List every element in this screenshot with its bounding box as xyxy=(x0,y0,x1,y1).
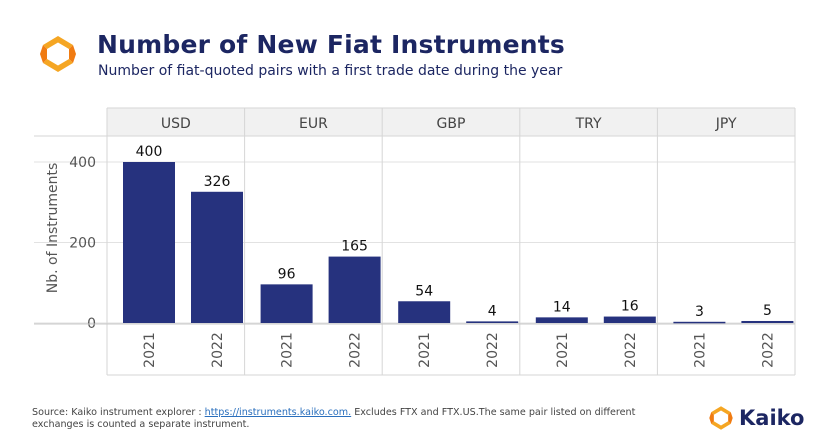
y-tick-label: 200 xyxy=(69,236,96,252)
x-tick-label: 2022 xyxy=(348,332,364,368)
facet-label: JPY xyxy=(715,116,737,132)
bar xyxy=(191,191,243,323)
x-tick-label: 2021 xyxy=(142,332,158,368)
x-tick-label: 2021 xyxy=(555,332,571,368)
data-label: 54 xyxy=(415,283,433,299)
y-axis-title: Nb. of Instruments xyxy=(45,163,61,294)
brand-logo: Kaiko xyxy=(708,403,804,433)
x-tick-label: 2021 xyxy=(692,332,708,368)
facet-header-band xyxy=(107,108,795,136)
facet-label: USD xyxy=(161,116,191,132)
x-tick-label: 2021 xyxy=(280,332,296,368)
x-tick-label: 2022 xyxy=(760,332,776,368)
data-label: 14 xyxy=(553,299,571,315)
facet-label: EUR xyxy=(299,116,328,132)
brand-name: Kaiko xyxy=(739,406,805,430)
bar xyxy=(603,316,656,323)
bar xyxy=(398,301,451,323)
x-tick-label: 2022 xyxy=(485,332,501,368)
bar xyxy=(535,317,588,323)
source-note: Source: Kaiko instrument explorer : http… xyxy=(32,407,672,431)
data-label: 16 xyxy=(621,299,639,315)
source-suffix: Excludes FTX and FTX.US.The same pair li… xyxy=(32,407,636,430)
bar xyxy=(123,162,175,323)
x-tick-label: 2021 xyxy=(417,332,433,368)
data-label: 326 xyxy=(204,174,231,190)
chart-subtitle: Number of fiat-quoted pairs with a first… xyxy=(98,63,563,79)
data-label: 165 xyxy=(341,239,368,255)
facet-label: TRY xyxy=(575,116,602,132)
bar xyxy=(466,321,519,323)
bar xyxy=(673,321,726,324)
bar xyxy=(741,320,794,323)
data-label: 4 xyxy=(488,303,497,319)
chart-title: Number of New Fiat Instruments xyxy=(97,30,565,59)
x-tick-label: 2022 xyxy=(210,332,226,368)
source-link[interactable]: https://instruments.kaiko.com. xyxy=(204,407,352,418)
data-label: 3 xyxy=(695,304,704,320)
data-label: 5 xyxy=(763,303,772,319)
bar xyxy=(260,284,313,323)
data-label: 400 xyxy=(136,144,163,160)
bar xyxy=(328,256,381,323)
source-prefix: Source: Kaiko instrument explorer : xyxy=(32,407,205,418)
kaiko-brand-icon xyxy=(709,406,733,430)
data-label: 96 xyxy=(278,266,296,282)
x-tick-label: 2022 xyxy=(623,332,639,368)
facet-label: GBP xyxy=(437,116,466,132)
kaiko-logo-icon xyxy=(40,36,76,72)
y-tick-label: 400 xyxy=(69,155,96,171)
